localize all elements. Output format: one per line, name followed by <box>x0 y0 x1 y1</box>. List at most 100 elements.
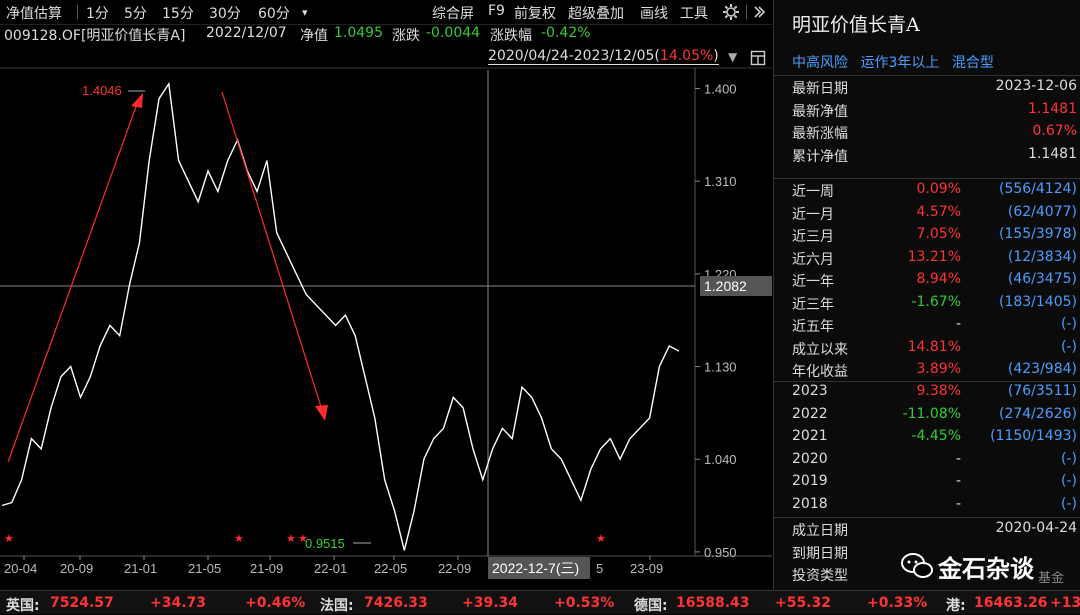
tab-5min[interactable]: 5分 <box>124 6 147 22</box>
returns-label: 近五年 <box>792 319 834 335</box>
date-range[interactable]: 2020/04/24-2023/12/05(14.05%) <box>488 48 719 65</box>
returns-rank[interactable]: (-) <box>1061 316 1077 332</box>
returns-label: 近三年 <box>792 296 834 313</box>
toolbar-divider <box>746 5 747 19</box>
menu-forward-adjust[interactable]: 前复权 <box>514 6 556 22</box>
returns-label: 近一周 <box>792 184 834 200</box>
pct-label: 涨跌幅 <box>490 28 532 44</box>
returns-rank[interactable]: (12/3834) <box>1007 248 1077 265</box>
details-label: 成立日期 <box>792 523 848 539</box>
fund-code: 009128.OF[明亚价值长青A] <box>4 28 186 44</box>
toolbar-divider <box>77 5 78 19</box>
summary-row: 累计净值 1.1481 <box>774 146 1080 168</box>
menu-tools[interactable]: 工具 <box>680 6 708 22</box>
tab-60min[interactable]: 60分 <box>258 6 290 22</box>
y-tick-label: 0.950 <box>704 545 737 560</box>
event-marker-star[interactable]: ★ <box>234 532 244 545</box>
details-label: 投资类型 <box>792 568 848 584</box>
layout-icon[interactable] <box>750 50 766 66</box>
date-range-close: ) <box>713 48 719 64</box>
pct-value: -0.42% <box>541 25 591 41</box>
years-label: 2019 <box>792 473 828 489</box>
crosshair-y-value: 1.2082 <box>704 278 747 294</box>
years-value: 9.38% <box>916 383 961 399</box>
menu-super-overlay[interactable]: 超级叠加 <box>568 6 624 22</box>
ticker-name: 港: <box>946 598 966 614</box>
menu-f9[interactable]: F9 <box>488 3 505 19</box>
summary-label: 最新涨幅 <box>792 126 848 142</box>
gear-icon[interactable] <box>722 3 740 21</box>
fund-tags: 中高风险 运作3年以上 混合型 <box>792 52 994 72</box>
y-tick-label: 1.040 <box>704 452 737 467</box>
years-value: - <box>955 473 961 489</box>
ticker-change: +34.73 <box>150 595 207 611</box>
ticker-name: 英国: <box>6 598 40 614</box>
years-rank[interactable]: (-) <box>1061 450 1077 467</box>
tab-1min[interactable]: 1分 <box>86 6 109 22</box>
years-rank[interactable]: (-) <box>1061 495 1077 512</box>
arrow-head-up <box>131 93 143 108</box>
details-row: 到期日期 <box>774 543 1080 565</box>
years-value: -11.08% <box>902 405 961 422</box>
years-rank[interactable]: (274/2626) <box>999 405 1077 422</box>
event-marker-star[interactable]: ★ <box>4 532 14 545</box>
trend-arrow-up <box>7 100 139 463</box>
years-label: 2022 <box>792 405 828 422</box>
period-tag[interactable]: 运作3年以上 <box>860 55 940 71</box>
ticker-change: +13 <box>1050 595 1080 611</box>
returns-row: 近一月 4.57% (62/4077) <box>774 204 1080 226</box>
event-marker-star[interactable]: ★ <box>286 532 296 545</box>
years-rank[interactable]: (1150/1493) <box>990 428 1077 444</box>
event-marker-star[interactable]: ★ <box>298 532 308 545</box>
collapse-panel-icon[interactable] <box>752 5 766 19</box>
watermark-sub: 基金 <box>1038 571 1065 586</box>
returns-row: 年化收益 3.89% (423/984) <box>774 361 1080 383</box>
panel-divider <box>774 381 1080 382</box>
years-rank[interactable]: (-) <box>1061 473 1077 489</box>
x-tick-label: 22-09 <box>438 561 471 576</box>
nav-series-line <box>1 81 680 551</box>
type-tag[interactable]: 混合型 <box>951 55 994 71</box>
arrow-head-down <box>315 405 328 421</box>
tab-30min[interactable]: 30分 <box>209 6 241 22</box>
risk-tag[interactable]: 中高风险 <box>792 55 848 71</box>
ticker-name: 法国: <box>320 598 354 614</box>
returns-rank[interactable]: (62/4077) <box>1007 203 1077 220</box>
x-tick-label: 20-04 <box>4 561 37 576</box>
summary-value: 0.67% <box>1032 123 1077 139</box>
summary-row: 最新净值 1.1481 <box>774 101 1080 123</box>
summary-label: 最新日期 <box>792 81 848 97</box>
summary-value: 2023-12-06 <box>995 78 1077 94</box>
crosshair-x-badge <box>488 557 590 579</box>
returns-label: 年化收益 <box>792 364 848 380</box>
years-row: 2020 - (-) <box>774 451 1080 473</box>
period-dropdown-icon[interactable]: ▾ <box>302 6 308 19</box>
panel-divider <box>774 75 1080 76</box>
returns-rank[interactable]: (155/3978) <box>999 226 1077 242</box>
returns-rank[interactable]: (46/3475) <box>1007 271 1077 287</box>
x-tick-label: 21-05 <box>188 561 221 576</box>
x-axis-ticks: 20-04 20-09 21-01 21-05 21-09 22-01 22-05 22-09… <box>4 556 663 576</box>
range-dropdown-icon[interactable]: ▼ <box>728 50 738 64</box>
returns-rank[interactable]: (556/4124) <box>999 181 1077 197</box>
tab-15min[interactable]: 15分 <box>162 6 194 22</box>
returns-row: 成立以来 14.81% (-) <box>774 339 1080 361</box>
menu-draw-line[interactable]: 画线 <box>640 6 668 22</box>
summary-label: 最新净值 <box>792 103 848 120</box>
x-tick-label: 21-09 <box>250 561 283 576</box>
x-tick-partial: 5 <box>596 561 603 576</box>
years-rank[interactable]: (76/3511) <box>1007 383 1077 399</box>
event-marker-star[interactable]: ★ <box>596 532 606 545</box>
summary-row: 最新日期 2023-12-06 <box>774 78 1080 100</box>
fund-info-panel: 明亚价值长青A 中高风险 运作3年以上 混合型 最新日期 2023-12-06 最新… <box>773 0 1080 607</box>
returns-value: 0.09% <box>916 181 961 197</box>
returns-rank[interactable]: (-) <box>1061 338 1077 355</box>
returns-rank[interactable]: (423/984) <box>1007 361 1077 377</box>
tab-nav-estimate[interactable]: 净值估算 <box>6 6 62 22</box>
crosshair-x-value: 2022-12-7(三) <box>492 560 579 576</box>
menu-composite-screen[interactable]: 综合屏 <box>432 6 474 22</box>
returns-rank[interactable]: (183/1405) <box>999 293 1077 310</box>
years-value: - <box>955 495 961 512</box>
x-tick-label: 22-05 <box>374 561 407 576</box>
